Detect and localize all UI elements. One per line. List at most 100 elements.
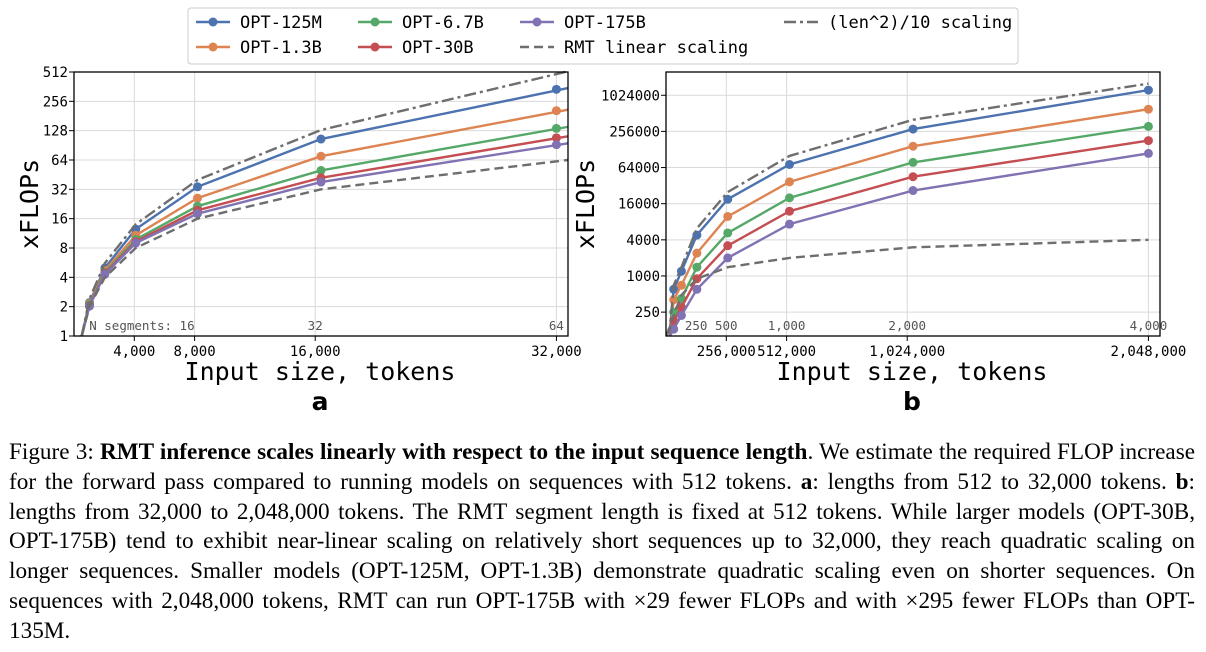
a-ytick-label: 32 bbox=[51, 182, 68, 198]
legend-label-opt30b: OPT-30B bbox=[402, 38, 474, 58]
caption-b-label: b bbox=[1175, 468, 1189, 495]
b-point-opt125m bbox=[908, 124, 918, 134]
a-ytick-label: 512 bbox=[43, 65, 68, 81]
b-ytick-label: 256000 bbox=[609, 124, 660, 140]
panel-a-ylabel: xFLOPs bbox=[15, 159, 44, 249]
b-point-opt125m bbox=[785, 159, 794, 169]
a-ytick-label: 128 bbox=[43, 124, 68, 140]
a-point-opt175b bbox=[551, 140, 561, 150]
b-xtick-label: 2,048,000 bbox=[1110, 344, 1186, 360]
b-point-opt6_7b bbox=[785, 193, 794, 203]
b-point-opt1_3b bbox=[723, 211, 733, 221]
b-ytick-label: 4000 bbox=[626, 233, 660, 249]
caption-b-text: : lengths from 32,000 to 2,048,000 token… bbox=[9, 468, 1195, 644]
b-point-opt175b bbox=[908, 186, 918, 196]
a-line-rmt bbox=[80, 158, 569, 337]
panel-b-xlabel: Input size, tokens bbox=[777, 357, 1048, 386]
legend-label-opt125m: OPT-125M bbox=[240, 13, 322, 33]
a-xtick-label: 4,000 bbox=[113, 344, 155, 360]
a-point-opt1_3b bbox=[316, 151, 326, 161]
b-xtick-label: 512,000 bbox=[757, 344, 816, 360]
legend-marker-opt30b bbox=[370, 42, 380, 52]
a-ytick-label: 2 bbox=[60, 300, 68, 316]
panel-a-xlabel: Input size, tokens bbox=[185, 357, 456, 386]
b-ytick-label: 64000 bbox=[618, 161, 660, 177]
a-point-opt1_3b bbox=[193, 193, 202, 203]
b-point-opt175b bbox=[723, 253, 733, 263]
b-point-opt30b bbox=[785, 206, 794, 216]
a-xtick-label: 32,000 bbox=[531, 344, 582, 360]
a-segment-annotation: 32 bbox=[308, 318, 323, 333]
b-point-opt175b bbox=[692, 284, 702, 294]
b-line-rmt bbox=[666, 238, 1149, 337]
b-point-opt1_3b bbox=[1143, 104, 1153, 114]
panel-a: N segments: 16 32 64 1 2 4 8 16 32 64 128 256 512 4,… bbox=[15, 65, 582, 416]
a-point-opt125m bbox=[316, 134, 326, 144]
a-segment-annotation: N segments: 16 bbox=[89, 318, 194, 333]
b-segment-annotation: 2,000 bbox=[888, 318, 926, 333]
b-point-opt175b bbox=[785, 219, 794, 229]
b-point-opt6_7b bbox=[1143, 121, 1153, 131]
b-point-opt6_7b bbox=[723, 228, 733, 238]
b-segment-annotation: 250 bbox=[685, 318, 708, 333]
b-ytick-label: 16000 bbox=[618, 197, 660, 213]
b-point-opt175b bbox=[1143, 148, 1153, 158]
panel-a-plot-area bbox=[74, 72, 568, 336]
b-xtick-label: 256,000 bbox=[697, 344, 756, 360]
panel-a-frame bbox=[73, 71, 569, 337]
legend-label-opt1_3b: OPT-1.3B bbox=[240, 38, 322, 58]
a-segment-annotation: 64 bbox=[549, 318, 564, 333]
a-point-opt175b bbox=[100, 269, 110, 279]
legend-label-quad: (len^2)/10 scaling bbox=[828, 13, 1012, 33]
a-point-opt1_3b bbox=[551, 106, 561, 116]
a-point-opt6_7b bbox=[551, 123, 561, 133]
b-point-opt175b bbox=[676, 310, 686, 320]
a-point-opt175b bbox=[131, 238, 141, 248]
figure-3-chart: OPT-125M OPT-1.3B OPT-6.7B OPT-30B OPT-175B R… bbox=[15, 7, 1186, 416]
a-xtick-label: 16,000 bbox=[290, 344, 341, 360]
caption-fig-label: Figure 3: bbox=[9, 439, 94, 465]
b-segment-annotation: 500 bbox=[715, 318, 738, 333]
a-point-opt30b bbox=[551, 133, 561, 143]
a-ytick-label: 64 bbox=[51, 153, 68, 169]
b-point-opt30b bbox=[908, 172, 918, 182]
panel-a-label: a bbox=[312, 387, 329, 416]
legend-marker-opt1_3b bbox=[208, 42, 218, 52]
a-point-opt6_7b bbox=[316, 165, 326, 175]
legend-label-opt175b: OPT-175B bbox=[564, 13, 646, 33]
a-ytick-label: 8 bbox=[60, 241, 68, 257]
caption-bold-title: RMT inference scales linearly with respe… bbox=[100, 439, 808, 465]
a-point-opt125m bbox=[551, 84, 561, 94]
b-point-opt1_3b bbox=[785, 177, 794, 187]
a-ytick-label: 1 bbox=[60, 329, 68, 345]
caption-sentence-1: . We estimate the required FLOP increase… bbox=[9, 439, 1196, 495]
panel-b-label: b bbox=[903, 387, 921, 416]
legend-label-opt6_7b: OPT-6.7B bbox=[402, 13, 484, 33]
panel-b-ylabel: xFLOPs bbox=[571, 159, 600, 249]
caption-a-text: : lengths from 512 to 32,000 tokens. bbox=[812, 468, 1167, 495]
b-point-opt6_7b bbox=[692, 262, 702, 272]
a-point-opt125m bbox=[193, 182, 202, 192]
a-line-quad bbox=[80, 70, 569, 337]
caption-a-label: a bbox=[800, 468, 813, 495]
b-ytick-label: 1024000 bbox=[601, 88, 660, 104]
a-point-opt175b bbox=[316, 177, 326, 187]
b-segment-annotation: 4,000 bbox=[1130, 318, 1168, 333]
b-point-opt1_3b bbox=[908, 141, 918, 151]
a-ytick-label: 16 bbox=[51, 212, 68, 228]
legend-label-rmt: RMT linear scaling bbox=[564, 38, 748, 58]
b-segment-annotation: 1,000 bbox=[768, 318, 806, 333]
a-ytick-label: 4 bbox=[60, 270, 68, 286]
b-point-opt125m bbox=[1143, 85, 1153, 95]
legend-marker-opt175b bbox=[532, 17, 542, 27]
b-xtick-label: 1,024,000 bbox=[869, 344, 945, 360]
a-xtick-label: 8,000 bbox=[174, 344, 216, 360]
b-point-opt30b bbox=[1143, 136, 1153, 146]
a-ytick-label: 256 bbox=[43, 94, 68, 110]
b-point-opt1_3b bbox=[676, 280, 686, 290]
legend: OPT-125M OPT-1.3B OPT-6.7B OPT-30B OPT-175B R… bbox=[187, 7, 1019, 65]
b-point-opt30b bbox=[723, 241, 733, 251]
figure-caption: Figure 3: RMT inference scales linearly … bbox=[9, 438, 1195, 647]
legend-marker-opt6_7b bbox=[370, 17, 380, 27]
b-ytick-label: 250 bbox=[635, 305, 660, 321]
